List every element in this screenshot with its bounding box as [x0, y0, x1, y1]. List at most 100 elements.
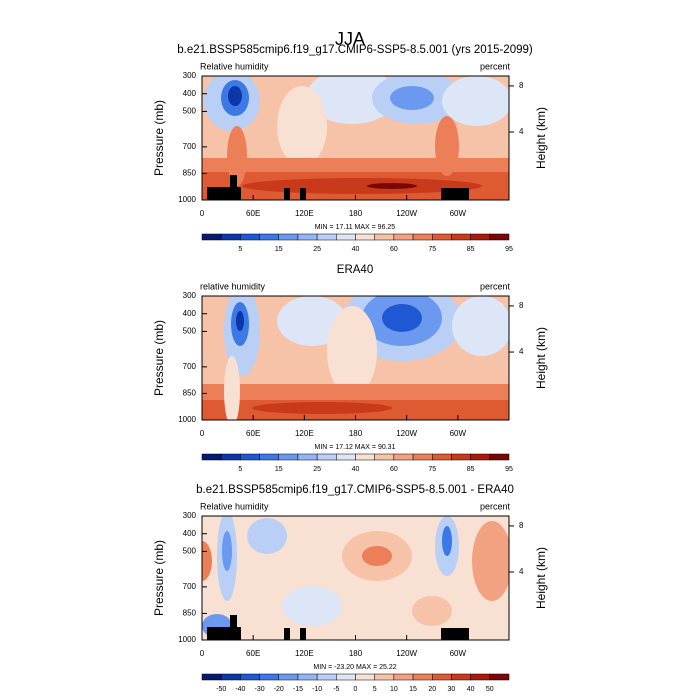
y-tick-label: 850 — [183, 169, 197, 178]
colorbar-box — [470, 233, 491, 241]
colorbar-box — [316, 673, 337, 681]
left-label: Relative humidity — [200, 61, 269, 71]
colorbar-box — [470, 673, 491, 681]
panel-title: b.e21.BSSP585cmip6.f19_g17.CMIP6-SSP5-8.… — [177, 44, 533, 56]
colorbar-box — [412, 233, 433, 241]
colorbar-box — [489, 453, 510, 461]
y-tick-label: 850 — [183, 389, 197, 398]
x-tick-label: 0 — [200, 209, 205, 218]
colorbar-box — [201, 453, 222, 461]
colorbar-label: 40 — [352, 466, 360, 473]
y-tick-label: 300 — [183, 511, 197, 520]
colorbar-box — [278, 453, 299, 461]
colorbar-box — [201, 673, 222, 681]
y-tick-label: 500 — [183, 107, 197, 116]
colorbar-box — [393, 233, 414, 241]
x-tick-label: 120E — [295, 209, 314, 218]
colorbar-box — [412, 453, 433, 461]
x-tick-label: 0 — [200, 649, 205, 658]
colorbar-label: -10 — [312, 686, 322, 693]
colorbar-label: 5 — [373, 686, 377, 693]
colorbar-label: 95 — [505, 466, 513, 473]
colorbar-box — [220, 673, 241, 681]
y2-axis-label: Height (km) — [534, 547, 548, 609]
y-tick-label: 700 — [183, 142, 197, 151]
colorbar-label: -50 — [216, 686, 226, 693]
y-axis-label: Pressure (mb) — [152, 320, 166, 396]
x-tick-label: 60E — [246, 429, 260, 438]
colorbar-box — [489, 233, 510, 241]
x-tick-label: 60W — [450, 429, 467, 438]
x-tick-label: 180 — [349, 429, 363, 438]
colorbar-box — [240, 233, 260, 241]
y-tick-label: 300 — [183, 291, 197, 300]
colorbar-label: 25 — [313, 466, 321, 473]
colorbar-box — [201, 233, 222, 241]
right-label: percent — [480, 501, 511, 511]
colorbar-box — [278, 233, 299, 241]
y-tick-label: 500 — [183, 327, 197, 336]
colorbar-label: -30 — [255, 686, 265, 693]
y-tick-label: 700 — [183, 582, 197, 591]
colorbar-label: 15 — [409, 686, 417, 693]
colorbar-box — [451, 233, 471, 241]
colorbar-label: 85 — [467, 466, 475, 473]
colorbar-box — [374, 673, 395, 681]
y-tick-label: 300 — [183, 71, 197, 80]
colorbar-box — [393, 453, 414, 461]
colorbar-box — [451, 673, 471, 681]
colorbar-label: 0 — [354, 686, 358, 693]
colorbar-label: 40 — [352, 246, 360, 253]
left-label: Relative humidity — [200, 501, 269, 511]
y2-tick-label: 8 — [519, 301, 524, 310]
colorbar-label: 60 — [390, 466, 398, 473]
colorbar-box — [336, 453, 356, 461]
colorbar-box — [259, 233, 279, 241]
stats: MIN = -23.20 MAX = 25.22 — [313, 664, 396, 671]
stats: MIN = 17.12 MAX = 90.31 — [315, 444, 396, 451]
y2-tick-label: 8 — [519, 81, 524, 90]
colorbar-box — [374, 233, 395, 241]
colorbar-box — [374, 453, 395, 461]
colorbar-label: 10 — [390, 686, 398, 693]
colorbar-label: 20 — [428, 686, 436, 693]
colorbar-box — [297, 233, 318, 241]
y-tick-label: 500 — [183, 547, 197, 556]
stats: MIN = 17.11 MAX = 96.25 — [315, 224, 396, 231]
y-tick-label: 400 — [183, 309, 197, 318]
contour-field — [202, 296, 509, 420]
y-axis-label: Pressure (mb) — [152, 540, 166, 616]
colorbar-box — [489, 673, 510, 681]
colorbar-box — [259, 453, 279, 461]
right-label: percent — [480, 281, 511, 291]
colorbar-label: 5 — [238, 246, 242, 253]
colorbar-label: 30 — [448, 686, 456, 693]
colorbar-label: 15 — [275, 466, 283, 473]
x-tick-label: 60W — [450, 649, 467, 658]
x-tick-label: 0 — [200, 429, 205, 438]
y-tick-label: 700 — [183, 362, 197, 371]
colorbar-box — [297, 453, 318, 461]
y2-axis-label: Height (km) — [534, 327, 548, 389]
colorbar-box — [355, 453, 375, 461]
colorbar-box — [336, 673, 356, 681]
colorbar-label: -15 — [293, 686, 303, 693]
colorbar-label: 5 — [238, 466, 242, 473]
colorbar-box — [240, 673, 260, 681]
colorbar-label: 15 — [275, 246, 283, 253]
x-tick-label: 120E — [295, 649, 314, 658]
colorbar-label: 25 — [313, 246, 321, 253]
left-label: relative humidity — [200, 281, 266, 291]
colorbar-box — [393, 673, 414, 681]
colorbar-box — [355, 673, 375, 681]
colorbar-box — [432, 233, 452, 241]
colorbar-box — [355, 233, 375, 241]
x-tick-label: 120W — [396, 429, 417, 438]
colorbar-box — [220, 453, 241, 461]
x-tick-label: 180 — [349, 649, 363, 658]
x-tick-label: 120E — [295, 429, 314, 438]
panel-title: ERA40 — [337, 264, 373, 276]
colorbar-box — [316, 453, 337, 461]
